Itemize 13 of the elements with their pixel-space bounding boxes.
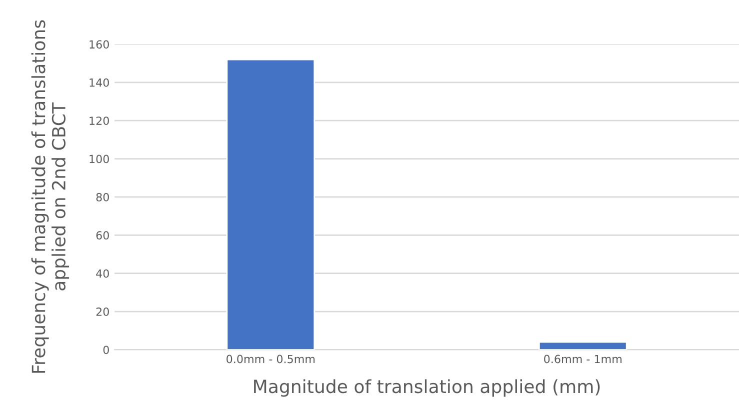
y-tick-label: 60: [96, 231, 109, 240]
y-tick-label: 40: [96, 269, 109, 278]
y-tick-label: 140: [90, 78, 109, 87]
x-axis-title: Magnitude of translation applied (mm): [254, 379, 600, 397]
y-tick-label: 160: [90, 40, 109, 49]
x-tick-label: 0.6mm - 1mm: [544, 354, 622, 364]
y-tick-label: 100: [90, 154, 109, 164]
y-tick-label: 80: [96, 192, 109, 202]
y-tick-label: 20: [96, 308, 109, 316]
y-tick-label: 120: [90, 116, 109, 125]
x-tick-label: 0.0mm - 0.5mm: [226, 354, 315, 364]
y-tick-label: 0: [103, 346, 109, 354]
y-axis-title: Frequency of magnitude of translations applied on 2nd CBCT: [31, 20, 70, 373]
